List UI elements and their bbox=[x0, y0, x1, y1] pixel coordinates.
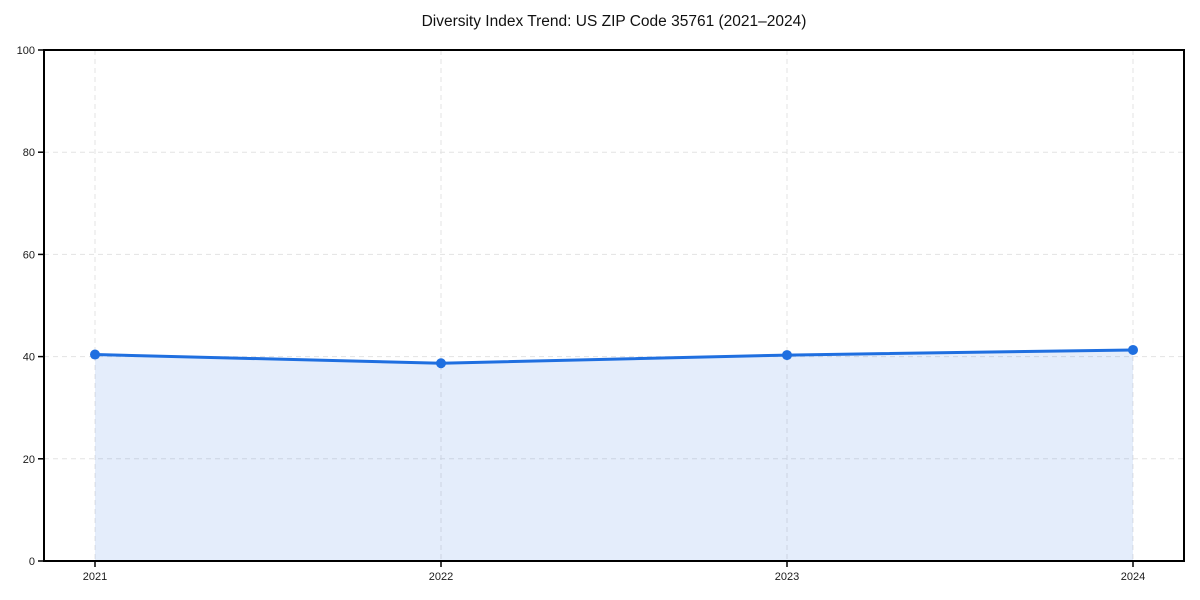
x-tick-label: 2023 bbox=[775, 571, 799, 583]
data-point-2021 bbox=[90, 349, 100, 360]
chart-title: Diversity Index Trend: US ZIP Code 35761… bbox=[421, 13, 807, 30]
y-tick-label: 40 bbox=[23, 352, 35, 364]
x-tick-label: 2024 bbox=[1121, 571, 1145, 583]
y-tick-label: 0 bbox=[29, 556, 35, 568]
area-fill bbox=[95, 349, 1133, 561]
x-tick-label: 2021 bbox=[83, 571, 107, 583]
y-tick-label: 20 bbox=[23, 454, 35, 466]
data-point-2023 bbox=[782, 350, 792, 361]
y-tick-label: 100 bbox=[17, 45, 35, 57]
y-tick-label: 80 bbox=[23, 147, 35, 159]
x-tick-label: 2022 bbox=[429, 571, 453, 583]
data-point-2024 bbox=[1128, 344, 1138, 355]
plot-box bbox=[43, 49, 1185, 562]
y-tick-label: 60 bbox=[23, 249, 35, 261]
data-point-2022 bbox=[436, 358, 446, 369]
series-line bbox=[93, 348, 1135, 365]
